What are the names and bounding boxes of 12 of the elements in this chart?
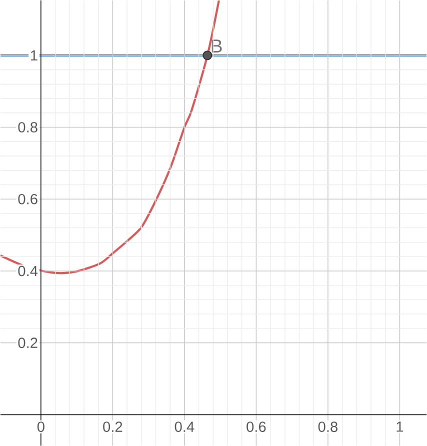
x-tick-label: 0.4 xyxy=(174,422,194,432)
y-tick-label: 0.2 xyxy=(18,338,38,348)
x-tick-label: 0.6 xyxy=(246,422,266,432)
y-tick-label: 0.8 xyxy=(18,122,38,132)
y-tick-label: 1 xyxy=(30,50,38,60)
x-tick-label: 1 xyxy=(396,422,404,432)
y-tick-label: 0.4 xyxy=(18,266,38,276)
x-tick-label: 0.8 xyxy=(318,422,338,432)
x-tick-label: 0.2 xyxy=(103,422,122,432)
y-tick-label: 0.6 xyxy=(18,194,38,204)
line-series xyxy=(0,0,220,274)
x-tick-label: 0 xyxy=(37,422,44,432)
